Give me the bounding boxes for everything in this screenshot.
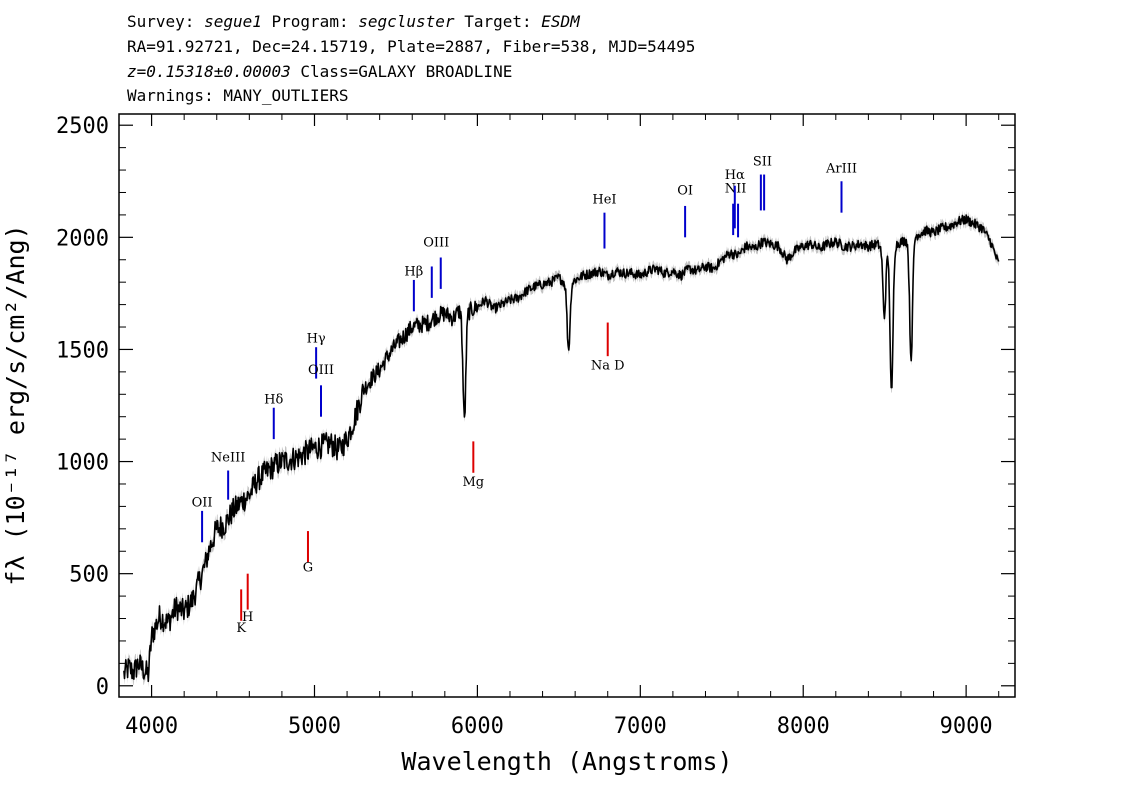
header-line-3: z=0.15318±0.00003 Class=GALAXY BROADLINE — [127, 62, 512, 81]
header-line-4: Warnings: MANY_OUTLIERS — [127, 86, 349, 105]
absorption-line-label: H — [242, 610, 253, 625]
emission-line-label: Hδ — [264, 392, 283, 407]
absorption-line-label: K — [236, 621, 246, 636]
y-tick-label: 2500 — [56, 114, 109, 139]
x-axis-label: Wavelength (Angstroms) — [401, 747, 732, 776]
emission-line-label: HeI — [592, 193, 616, 208]
spectrum-series — [123, 214, 1000, 683]
y-tick-label: 500 — [69, 563, 109, 588]
emission-line-label: Hγ — [307, 332, 326, 347]
x-tick-label: 4000 — [125, 714, 178, 739]
emission-line-label: NeIII — [211, 451, 245, 466]
absorption-line-label: G — [303, 560, 313, 575]
y-tick-label: 0 — [96, 675, 109, 700]
plot-frame — [118, 113, 1016, 698]
x-tick-label: 9000 — [940, 714, 993, 739]
absorption-line-label: Mg — [463, 475, 485, 490]
x-tick-label: 5000 — [288, 714, 341, 739]
x-tick-label: 6000 — [451, 714, 504, 739]
y-axis-label: fλ (10⁻¹⁷ erg/s/cm²/Ang) — [1, 224, 30, 585]
absorption-line-label: Na D — [591, 359, 625, 374]
line-markers: OIINeIIIHδHγOIIIHβOIIIHeIOINIIHαSIIArIII… — [192, 155, 857, 636]
x-tick-label: 7000 — [614, 714, 667, 739]
spectrum-line — [123, 214, 1000, 683]
emission-line-label: Hα — [725, 168, 745, 183]
emission-line-label: Hβ — [404, 264, 423, 279]
header-line-1: Survey: segue1 Program: segcluster Targe… — [127, 12, 581, 31]
y-tick-label: 1500 — [56, 338, 109, 363]
y-tick-label: 2000 — [56, 226, 109, 251]
axis-ticks: 4000 5000 6000 7000 8000 9000 0 500 1000 1500 2000… — [56, 114, 1015, 739]
emission-line-label: OII — [192, 495, 213, 510]
emission-line-label: OIII — [423, 235, 449, 250]
y-tick-label: 1000 — [56, 451, 109, 476]
emission-line-label: SII — [753, 155, 772, 170]
emission-line-label: ArIII — [825, 161, 857, 176]
emission-line-label: OI — [677, 184, 693, 199]
header-line-2: RA=91.92721, Dec=24.15719, Plate=2887, F… — [127, 37, 695, 56]
emission-line-label: OIII — [308, 363, 334, 378]
x-tick-label: 8000 — [777, 714, 830, 739]
